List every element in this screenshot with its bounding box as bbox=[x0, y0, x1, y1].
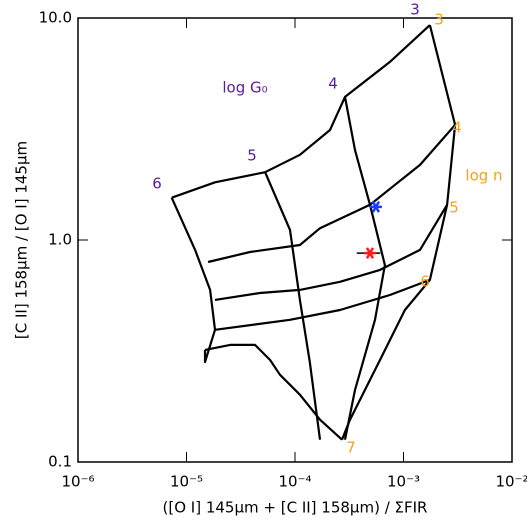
star-point bbox=[363, 247, 376, 259]
grid-curve bbox=[214, 204, 449, 301]
annotation: 6 bbox=[420, 273, 430, 291]
annotation: 3 bbox=[434, 11, 444, 29]
grid-curve bbox=[214, 278, 431, 331]
x-tick-label: 10⁻³ bbox=[387, 473, 420, 491]
y-tick-label: 1.0 bbox=[48, 231, 72, 249]
x-tick-label: 10⁻⁵ bbox=[170, 473, 203, 491]
grid-curve bbox=[170, 197, 217, 364]
grid-curve bbox=[207, 124, 456, 264]
annotation: log n bbox=[465, 167, 502, 185]
annotation: 3 bbox=[410, 1, 420, 19]
x-tick-label: 10⁻⁶ bbox=[61, 473, 94, 491]
y-axis-label: [C II] 158μm / [O I] 145μm bbox=[13, 141, 31, 339]
x-axis-label: ([O I] 145μm + [C II] 158μm) / ΣFIR bbox=[163, 499, 428, 517]
grid-curve bbox=[264, 171, 322, 440]
annotation: 5 bbox=[449, 199, 459, 217]
x-tick-label: 10⁻² bbox=[495, 473, 527, 491]
annotation: 5 bbox=[247, 147, 257, 165]
grid-curve bbox=[340, 24, 457, 441]
annotation: 4 bbox=[452, 119, 462, 137]
grid-curve bbox=[171, 24, 431, 199]
grid-curve bbox=[343, 96, 386, 440]
plot-frame bbox=[77, 17, 513, 463]
annotation: log G₀ bbox=[222, 79, 267, 97]
star-point bbox=[369, 201, 382, 213]
y-tick-label: 10.0 bbox=[39, 9, 72, 27]
grid-curve bbox=[204, 343, 343, 441]
annotation: 7 bbox=[346, 439, 356, 457]
annotation: 6 bbox=[152, 175, 162, 193]
x-tick-label: 10⁻⁴ bbox=[278, 473, 311, 491]
y-tick-label: 0.1 bbox=[48, 453, 72, 471]
annotation: 4 bbox=[328, 75, 338, 93]
